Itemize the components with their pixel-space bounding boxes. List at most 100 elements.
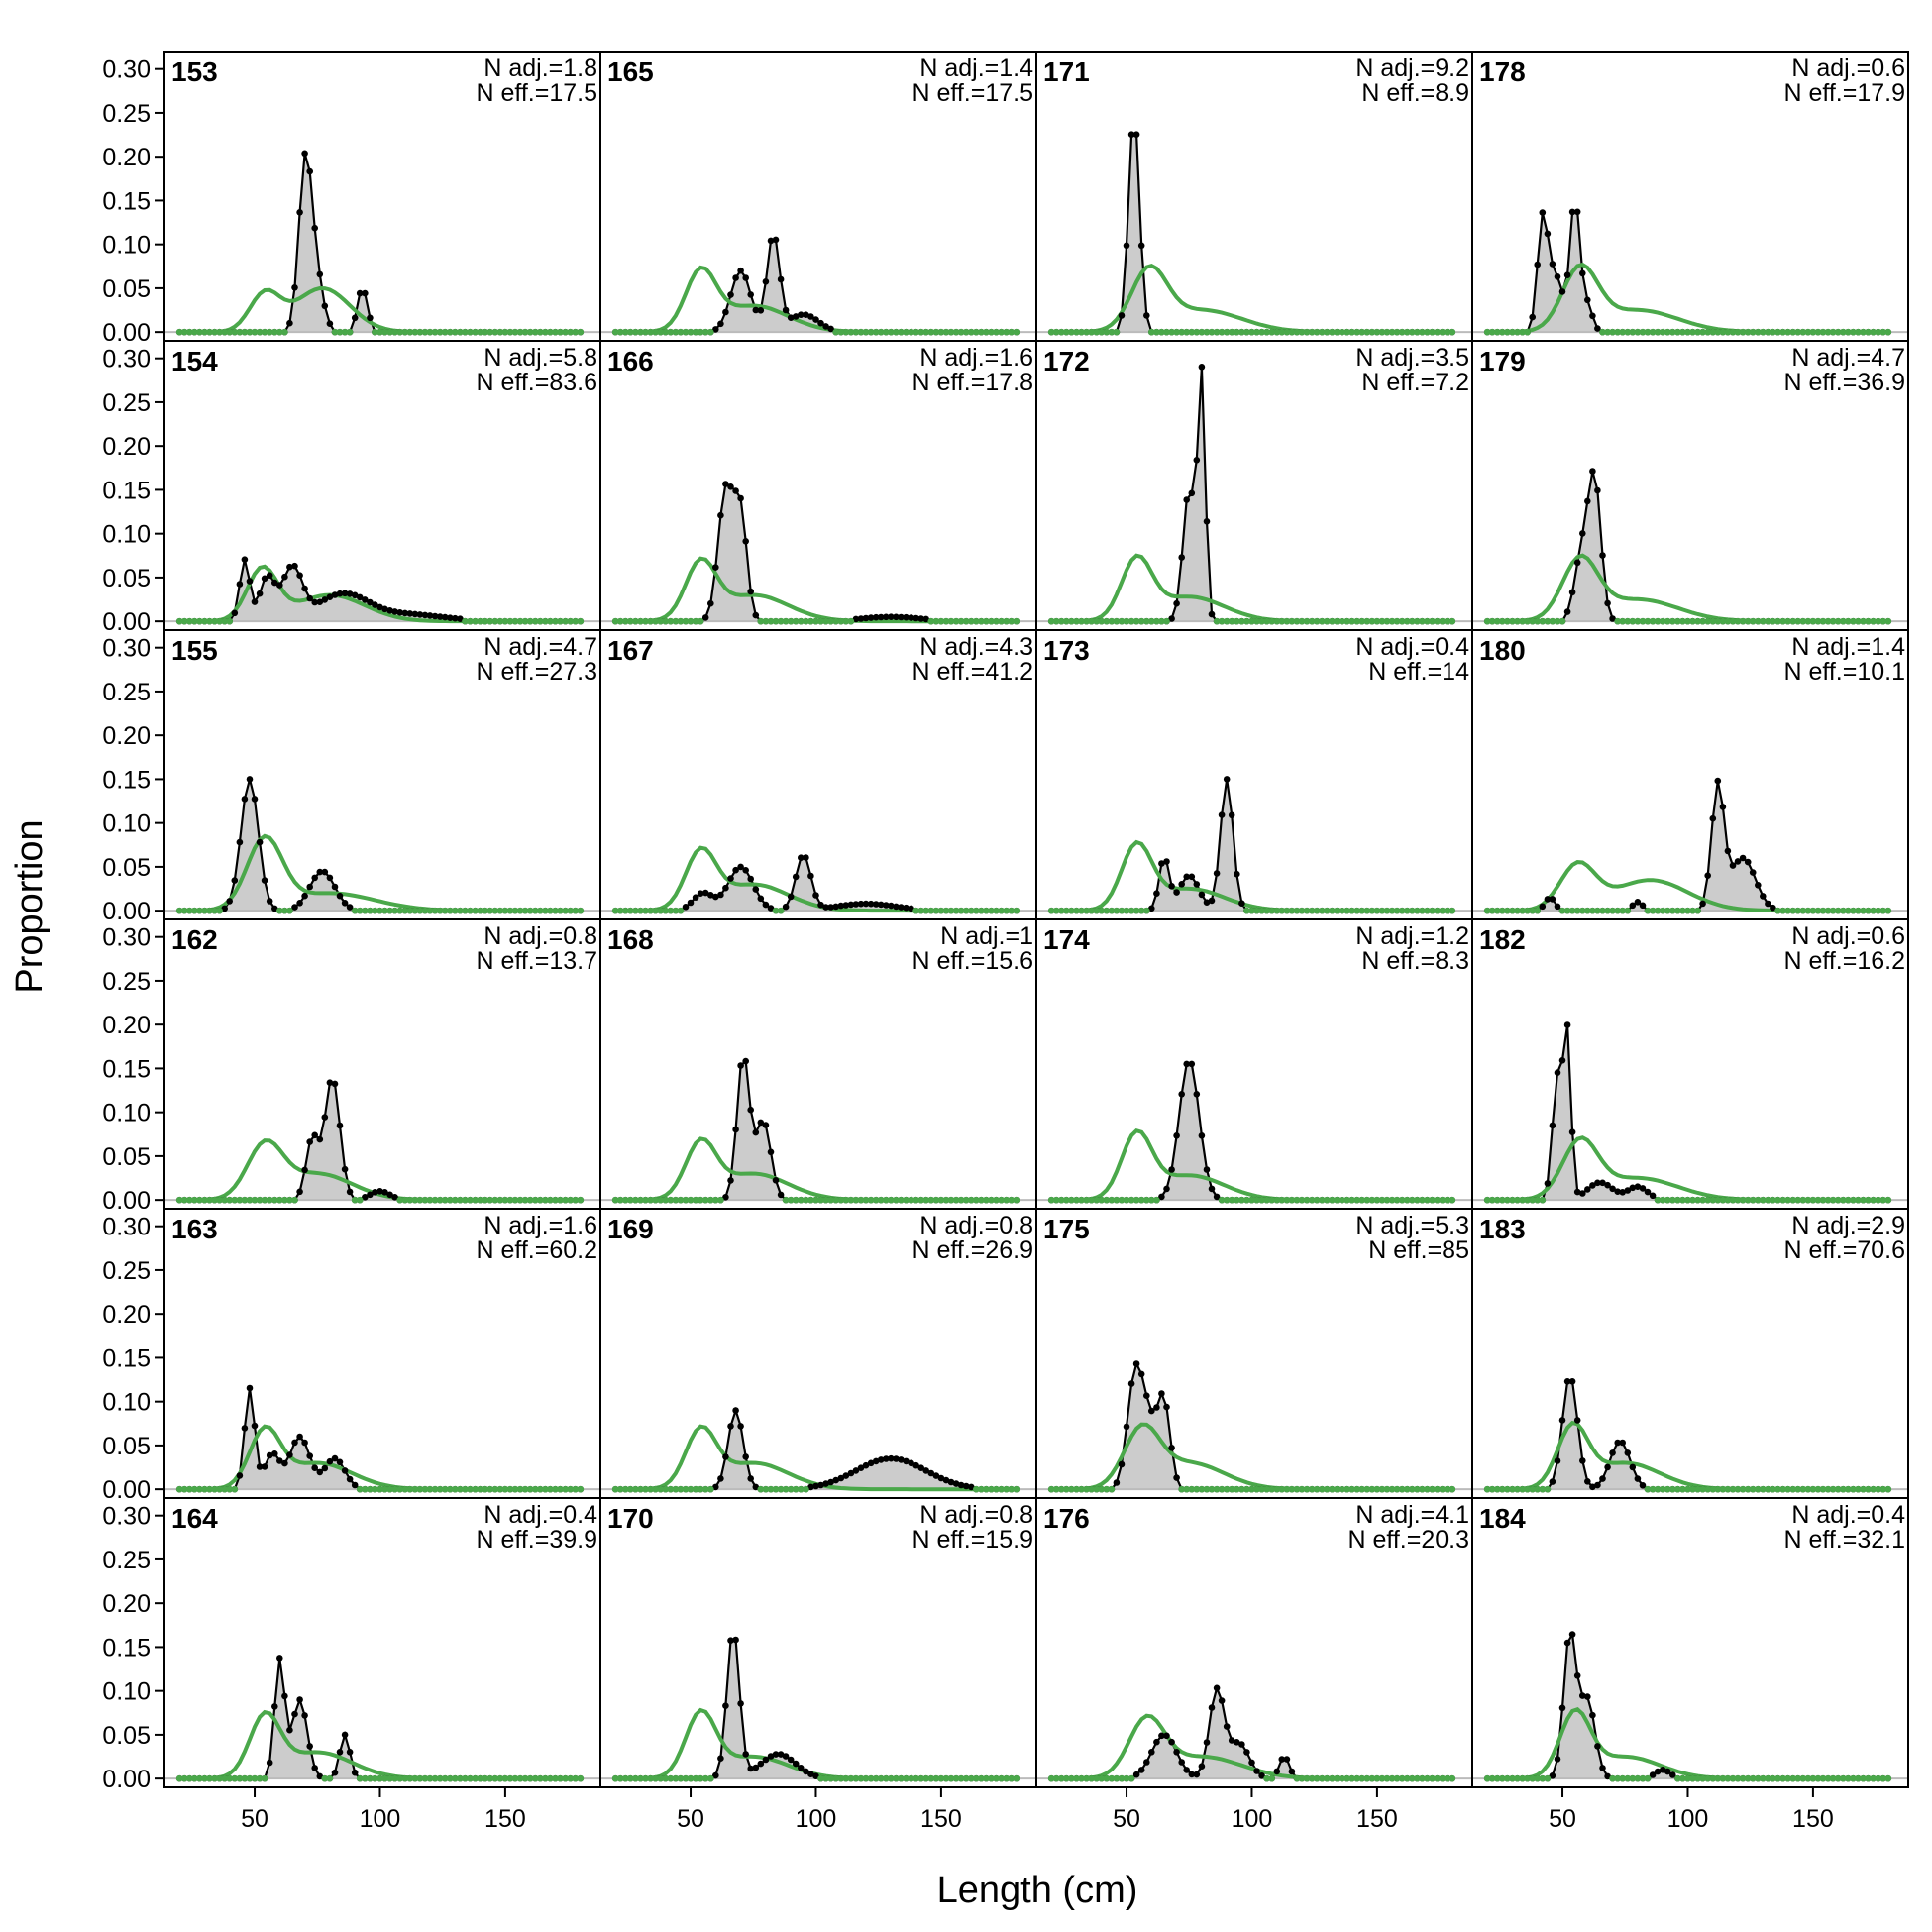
- expected-point: [1358, 1485, 1365, 1493]
- observed-point: [1178, 554, 1185, 561]
- observed-point: [1127, 1380, 1135, 1387]
- expected-point: [406, 907, 414, 914]
- expected-point: [506, 1196, 514, 1204]
- panel-176: 176 N adj.=4.1N eff.=20.3: [1035, 1497, 1473, 1788]
- expected-point: [932, 328, 940, 336]
- expected-point: [1534, 907, 1541, 914]
- expected-point: [762, 617, 770, 625]
- observed-point: [877, 1456, 885, 1463]
- observed-point: [296, 572, 303, 579]
- expected-point: [917, 328, 924, 336]
- expected-point: [1814, 907, 1822, 914]
- expected-point: [1353, 328, 1360, 336]
- observed-point: [822, 904, 829, 911]
- expected-point: [1599, 907, 1606, 914]
- expected-point: [832, 617, 839, 625]
- expected-point: [842, 1774, 850, 1782]
- observed-point: [888, 902, 895, 910]
- expected-point: [1749, 1196, 1757, 1204]
- observed-point: [782, 903, 790, 911]
- observed-point: [286, 319, 293, 327]
- observed-point: [251, 598, 259, 605]
- expected-point: [1308, 328, 1316, 336]
- expected-point: [877, 328, 885, 336]
- observed-point: [276, 1655, 283, 1662]
- expected-point: [862, 328, 870, 336]
- observed-point: [827, 1478, 834, 1486]
- observed-point: [1704, 872, 1711, 879]
- expected-point: [1539, 617, 1547, 625]
- observed-area: [179, 559, 581, 622]
- expected-point: [1563, 907, 1571, 914]
- n-adj-label: N adj.=0.4: [1791, 1501, 1905, 1529]
- expected-point: [1013, 1196, 1020, 1204]
- expected-point: [1223, 617, 1231, 625]
- observed-point: [341, 1467, 349, 1474]
- expected-point: [616, 1774, 624, 1782]
- expected-point: [672, 328, 680, 336]
- observed-point: [346, 1188, 354, 1196]
- expected-point: [1208, 1485, 1216, 1493]
- expected-point: [276, 1196, 283, 1204]
- expected-point: [1694, 617, 1701, 625]
- expected-point: [1755, 1774, 1762, 1782]
- observed-point: [1223, 776, 1231, 783]
- observed-point: [1770, 904, 1776, 912]
- n-eff-label: N eff.=17.8: [912, 369, 1033, 396]
- expected-point: [1153, 617, 1160, 625]
- expected-point: [1414, 617, 1421, 625]
- observed-point: [1719, 804, 1727, 810]
- expected-point: [1118, 1774, 1126, 1782]
- expected-point: [1609, 328, 1616, 336]
- expected-point: [1544, 617, 1552, 625]
- panel-id-label: 176: [1043, 1503, 1090, 1534]
- expected-point: [1409, 617, 1416, 625]
- expected-point: [1388, 1485, 1396, 1493]
- expected-point: [1153, 1196, 1160, 1204]
- expected-point: [577, 907, 585, 914]
- expected-point: [677, 617, 685, 625]
- expected-point: [962, 1774, 970, 1782]
- observed-point: [1649, 1771, 1657, 1778]
- expected-point: [1664, 617, 1671, 625]
- n-adj-label: N adj.=0.4: [1355, 633, 1469, 661]
- y-tick-label: 0.25: [102, 1547, 151, 1574]
- expected-point: [1243, 1196, 1250, 1204]
- expected-point: [411, 1196, 419, 1204]
- expected-point: [922, 1196, 929, 1204]
- expected-point: [1078, 1774, 1085, 1782]
- expected-point: [1865, 1196, 1872, 1204]
- expected-point: [1654, 1485, 1662, 1493]
- expected-point: [692, 617, 699, 625]
- expected-point: [1529, 1774, 1536, 1782]
- observed-point: [737, 1423, 744, 1430]
- observed-point: [732, 1126, 739, 1133]
- expected-point: [516, 328, 524, 336]
- panel-164: 164 N adj.=0.4N eff.=39.9: [163, 1497, 601, 1788]
- expected-point: [261, 1196, 268, 1204]
- expected-point: [697, 1485, 704, 1493]
- expected-point: [1383, 907, 1391, 914]
- observed-point: [1234, 870, 1240, 878]
- expected-point: [256, 1196, 264, 1204]
- expected-point: [1814, 617, 1822, 625]
- expected-point: [1098, 1485, 1105, 1493]
- expected-point: [1414, 1774, 1421, 1782]
- expected-point: [431, 907, 439, 914]
- expected-point: [1414, 1485, 1421, 1493]
- expected-point: [627, 1196, 634, 1204]
- expected-point: [1068, 1196, 1075, 1204]
- expected-point: [496, 907, 504, 914]
- expected-point: [457, 1774, 464, 1782]
- expected-point: [1624, 907, 1632, 914]
- expected-point: [1137, 617, 1145, 625]
- observed-line: [179, 153, 581, 334]
- expected-point: [893, 1196, 900, 1204]
- panel-183: 183 N adj.=2.9N eff.=70.6: [1471, 1208, 1909, 1499]
- expected-point: [952, 907, 960, 914]
- expected-point: [211, 1196, 218, 1204]
- panel-170: 170 N adj.=0.8N eff.=15.9: [599, 1497, 1037, 1788]
- expected-point: [872, 328, 880, 336]
- observed-line: [615, 1058, 1017, 1202]
- expected-point: [1829, 1485, 1837, 1493]
